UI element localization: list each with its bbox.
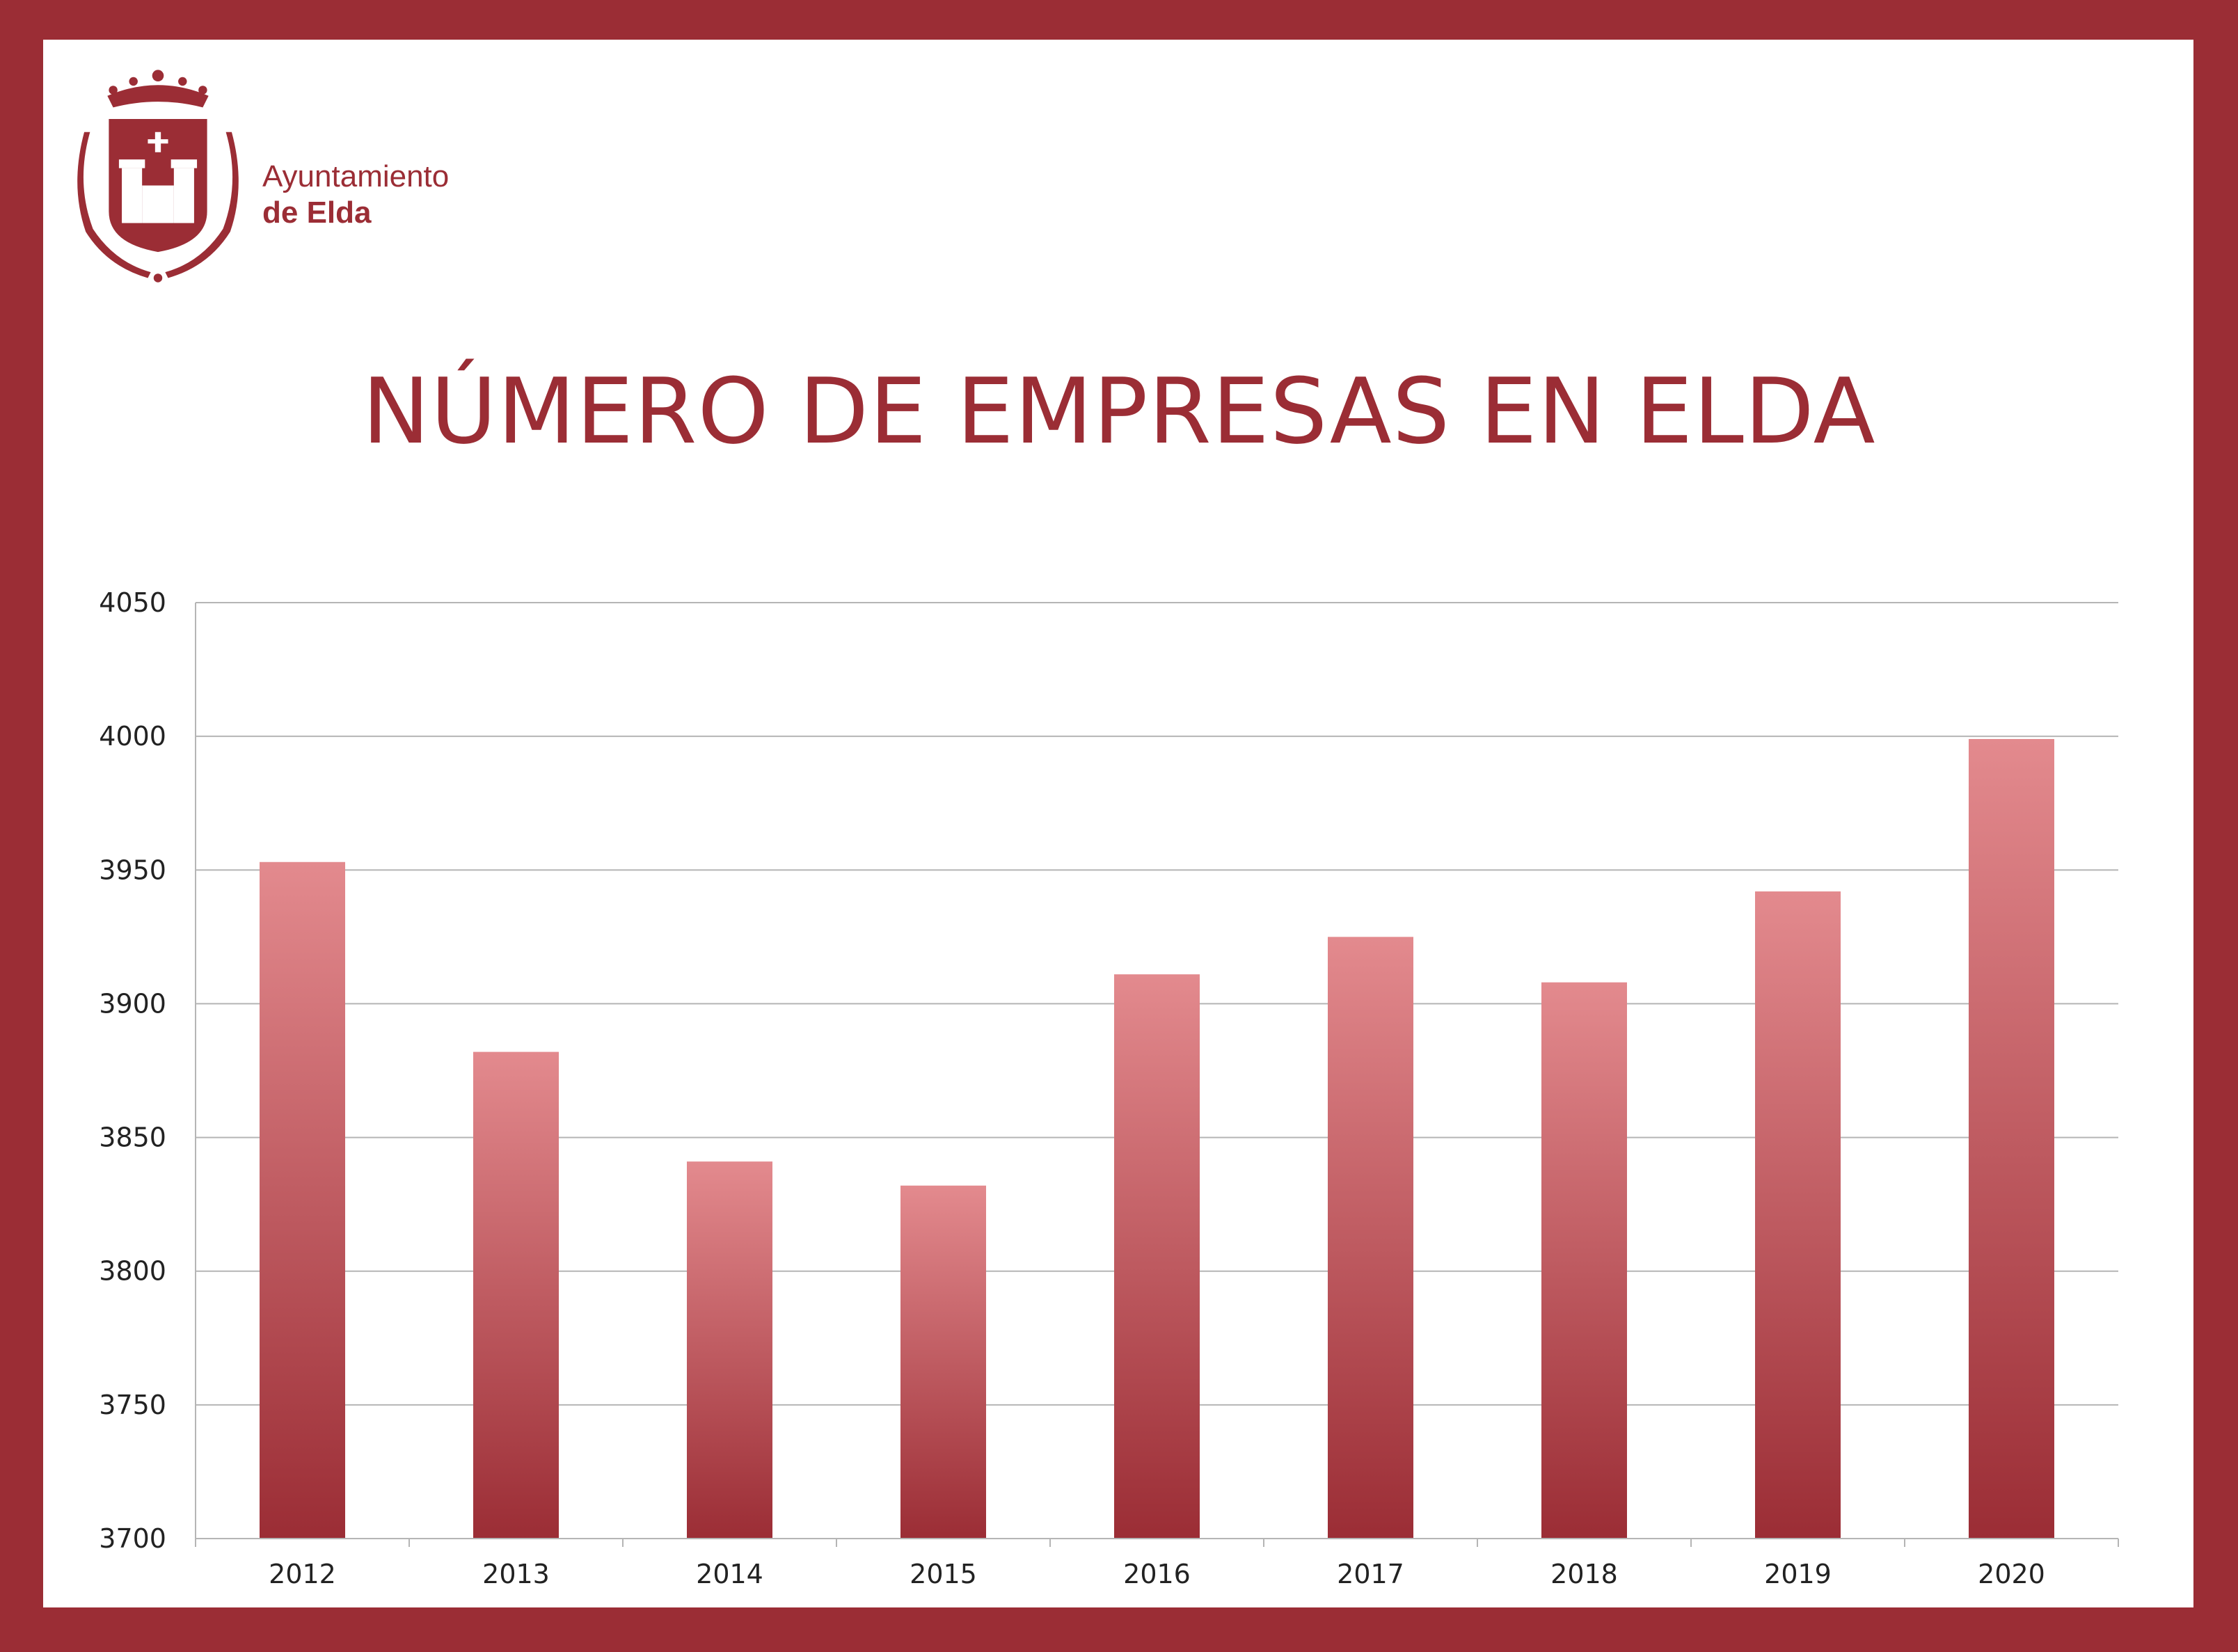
y-tick-label: 3950 — [99, 855, 166, 885]
y-tick-label: 3750 — [99, 1390, 166, 1420]
ayuntamiento-de-elda-crest-logo — [77, 70, 239, 283]
y-tick-label: 3900 — [99, 988, 166, 1019]
x-tick-label: 2018 — [1550, 1559, 1618, 1589]
y-tick-label: 3800 — [99, 1256, 166, 1287]
bar-2013 — [473, 1051, 559, 1539]
x-tick-label: 2019 — [1764, 1559, 1832, 1589]
y-tick-label: 3850 — [99, 1122, 166, 1153]
y-tick-label: 3700 — [99, 1523, 166, 1554]
logo-text: Ayuntamiento de Elda — [262, 159, 449, 231]
x-tick-label: 2013 — [482, 1559, 550, 1589]
bar-2018 — [1541, 982, 1627, 1539]
y-tick-label: 4050 — [99, 587, 166, 618]
bar-2014 — [687, 1161, 772, 1539]
x-tick-label: 2015 — [910, 1559, 977, 1589]
y-tick-label: 4000 — [99, 721, 166, 752]
chart-title: NÚMERO DE EMPRESAS EN ELDA — [362, 358, 1876, 464]
x-tick-label: 2016 — [1123, 1559, 1191, 1589]
x-tick-label: 2020 — [1978, 1559, 2045, 1589]
bar-2015 — [900, 1185, 986, 1539]
x-tick-label: 2017 — [1337, 1559, 1404, 1589]
x-tick-label: 2012 — [269, 1559, 336, 1589]
x-tick-label: 2014 — [696, 1559, 763, 1589]
logo-line-1: Ayuntamiento — [262, 159, 450, 193]
logo-line-2: de Elda — [262, 196, 372, 230]
bar-2020 — [1969, 738, 2054, 1539]
bar-2019 — [1755, 891, 1841, 1539]
bar-2017 — [1328, 937, 1413, 1539]
bar-2012 — [260, 861, 345, 1539]
bar-2016 — [1114, 974, 1200, 1539]
